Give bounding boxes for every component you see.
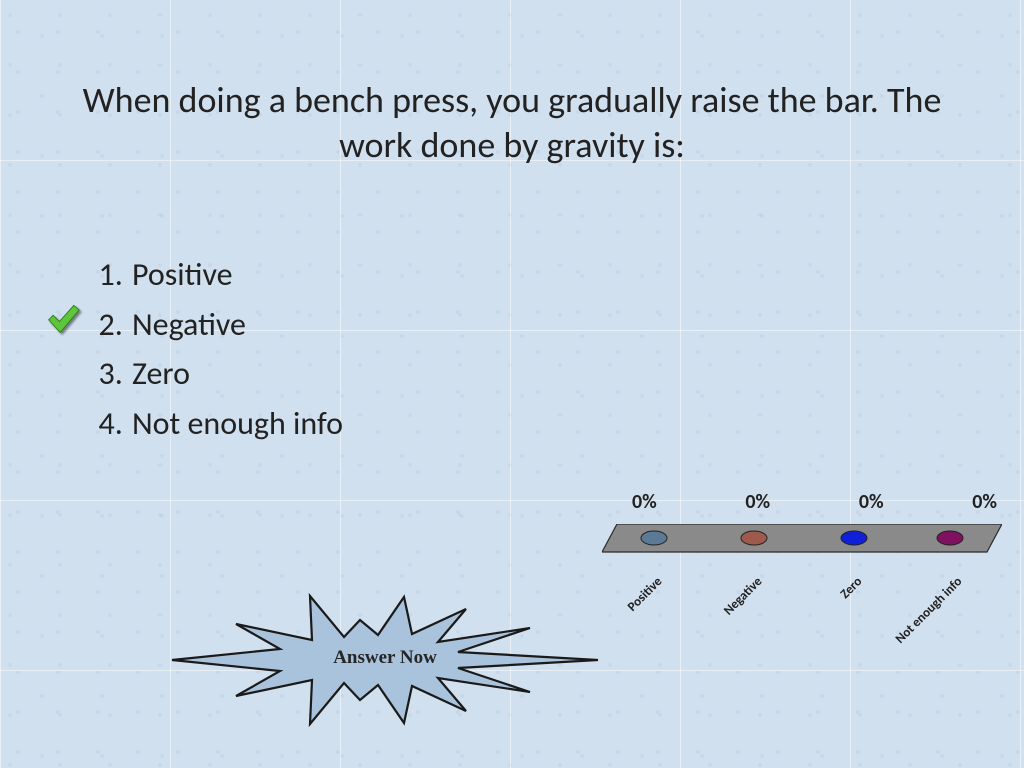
percent-2: 0% bbox=[745, 490, 770, 514]
percent-1: 0% bbox=[632, 490, 657, 514]
percent-3: 0% bbox=[859, 490, 884, 514]
answer-options: Positive Negative Zero Not enough info bbox=[80, 250, 343, 448]
chart-label-4: Not enough info bbox=[856, 574, 966, 684]
chart-label-2: Negative bbox=[656, 574, 766, 684]
percent-4: 0% bbox=[972, 490, 997, 514]
chart-percent-row: 0% 0% 0% 0% bbox=[632, 490, 997, 514]
chart-platform bbox=[602, 524, 1002, 554]
option-2: Negative bbox=[130, 300, 343, 350]
answer-now-burst[interactable]: Answer Now bbox=[170, 590, 600, 730]
option-3: Zero bbox=[130, 349, 343, 399]
option-1: Positive bbox=[130, 250, 343, 300]
response-chart: 0% 0% 0% 0% Positive Negative Zero Not e… bbox=[602, 490, 1002, 690]
option-4: Not enough info bbox=[130, 399, 343, 449]
answer-now-label: Answer Now bbox=[170, 647, 600, 669]
question-title: When doing a bench press, you gradually … bbox=[60, 78, 964, 168]
chart-label-3: Zero bbox=[756, 574, 866, 684]
chart-labels: Positive Negative Zero Not enough info bbox=[602, 558, 1002, 688]
correct-checkmark-icon bbox=[45, 300, 81, 336]
